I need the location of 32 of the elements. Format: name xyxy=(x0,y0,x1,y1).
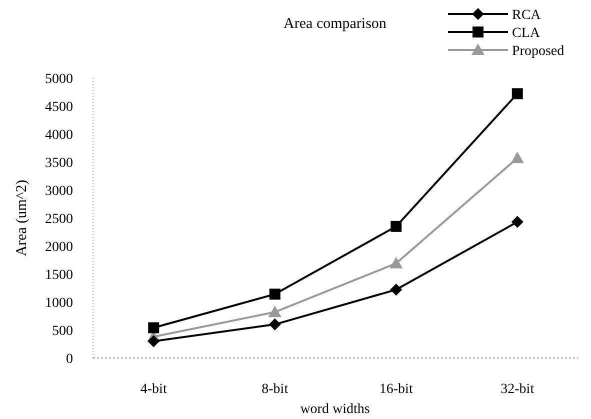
y-tick-label: 1500 xyxy=(45,268,73,283)
legend-label: RCA xyxy=(512,8,542,23)
point xyxy=(148,335,160,348)
legend-label: Proposed xyxy=(512,44,564,59)
y-tick-label: 5000 xyxy=(45,72,73,87)
legend-label: CLA xyxy=(512,26,541,41)
x-tick-label: 16-bit xyxy=(379,382,413,397)
point xyxy=(148,322,160,334)
point xyxy=(510,152,524,164)
y-tick-label: 500 xyxy=(52,324,73,339)
y-tick-label: 2000 xyxy=(45,240,73,255)
point xyxy=(390,220,402,232)
point xyxy=(269,288,280,300)
y-tick-label: 3000 xyxy=(45,184,73,199)
x-tick-label: 8-bit xyxy=(262,382,288,397)
x-axis-title: word widths xyxy=(300,402,370,417)
y-tick-label: 0 xyxy=(66,352,73,367)
x-tick-label: 4-bit xyxy=(140,382,167,397)
x-tick-label: 32-bit xyxy=(500,382,534,397)
y-tick-label: 2500 xyxy=(45,212,73,227)
chart-title: Area comparison xyxy=(284,16,387,32)
y-tick-label: 4000 xyxy=(45,128,73,143)
y-axis-title: Area (um^2) xyxy=(14,180,30,256)
point xyxy=(390,256,403,268)
y-tick-label: 3500 xyxy=(45,156,73,171)
y-tick-label: 1000 xyxy=(45,296,73,311)
point xyxy=(268,306,282,318)
y-tick-label: 4500 xyxy=(45,100,73,115)
point xyxy=(268,318,281,330)
point xyxy=(511,216,524,228)
point xyxy=(390,284,402,296)
point xyxy=(512,88,523,100)
